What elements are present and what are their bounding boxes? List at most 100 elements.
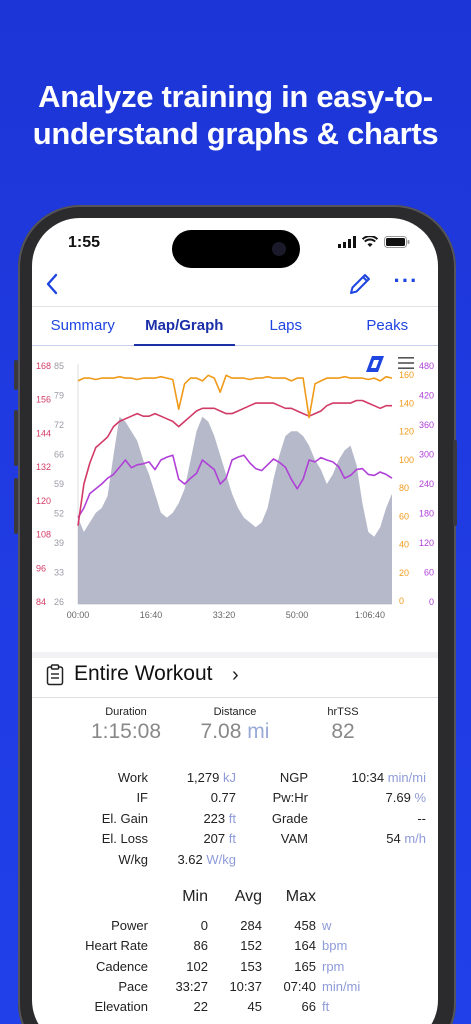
right-outer-tick-label: 240 — [419, 479, 434, 489]
metric-label: El. Gain — [101, 810, 148, 826]
row-label: Elevation — [94, 999, 148, 1015]
metric-row: Pw:Hr 7.69 % — [242, 790, 438, 810]
metric-value: 0.77 — [210, 790, 236, 806]
row-label: Cadence — [95, 958, 148, 974]
phone-button — [453, 440, 457, 526]
metric-value: 1,279 kJ — [186, 770, 236, 785]
table-row: Heart Rate 86 152 164 bpm — [32, 938, 438, 958]
metric-row: Work 1,279 kJ — [32, 770, 242, 790]
metric-value: 3.62 W/kg — [177, 851, 236, 867]
tab-map-graph[interactable]: Map/Graph — [133, 307, 236, 346]
right-outer-tick-label: 120 — [419, 538, 434, 548]
trainingpeaks-logo-icon[interactable] — [364, 354, 386, 374]
chart-canvas: 168 156 144 132 120 108 96 84 85 79 72 66 59 52 39 33 26… — [36, 361, 434, 620]
stat-label: hrTSS — [327, 706, 359, 718]
cell-min: 0 — [200, 918, 208, 933]
left-inner-tick-label: 66 — [54, 450, 64, 460]
cell-avg: 153 — [240, 958, 262, 974]
left-inner-tick-label: 79 — [54, 391, 64, 401]
edit-pencil-icon[interactable] — [346, 270, 374, 298]
metric-value: -- — [417, 810, 426, 826]
x-tick-label: 50:00 — [286, 610, 309, 620]
cadence-line — [77, 374, 393, 419]
cell-max: 165 — [294, 958, 316, 974]
right-inner-tick-label: 80 — [399, 483, 409, 493]
right-outer-tick-label: 300 — [419, 450, 434, 460]
workout-graph[interactable]: 168 156 144 132 120 108 96 84 85 79 72 66 59 52 39 33 26… — [32, 346, 438, 652]
metric-row: W/kg 3.62 W/kg — [32, 852, 242, 872]
power-line — [77, 454, 393, 519]
left-outer-tick-label: 84 — [36, 597, 46, 607]
col-header-avg: Avg — [234, 888, 262, 905]
stat-value: 7.08 mi — [200, 720, 270, 743]
right-outer-tick-label: 180 — [419, 509, 434, 519]
left-inner-tick-label: 52 — [54, 509, 64, 519]
metric-label: Work — [117, 770, 148, 785]
back-chevron-icon[interactable] — [40, 270, 68, 298]
metric-row: El. Loss 207 ft — [32, 831, 242, 851]
dynamic-island — [172, 230, 300, 268]
metric-value: 54 m/h — [386, 831, 426, 847]
x-tick-label: 1:06:40 — [355, 610, 385, 620]
metric-value: 10:34 min/mi — [351, 770, 426, 785]
tab-bar: Summary Map/Graph Laps Peaks — [32, 306, 438, 346]
section-divider — [32, 652, 438, 658]
table-row: Cadence 102 153 165 rpm — [32, 959, 438, 979]
cell-max: 66 — [301, 999, 316, 1015]
right-outer-tick-label: 360 — [419, 420, 434, 430]
cell-unit: min/mi — [322, 978, 361, 994]
left-inner-tick-label: 26 — [54, 597, 64, 607]
left-inner-tick-label: 39 — [54, 538, 64, 548]
cell-max: 07:40 — [283, 978, 316, 994]
metric-label: VAM — [280, 831, 308, 847]
cell-min: 33:27 — [175, 978, 208, 994]
left-inner-tick-label: 72 — [54, 420, 64, 430]
table-row: Power 0 284 458 w — [32, 918, 438, 938]
clipboard-icon — [46, 664, 64, 686]
phone-button — [14, 410, 18, 466]
cell-max: 164 — [294, 938, 316, 954]
status-bar: 1:55 — [32, 218, 438, 268]
row-label: Power — [111, 918, 148, 933]
metric-row: VAM 54 m/h — [242, 831, 438, 851]
left-outer-tick-label: 108 — [36, 530, 51, 540]
metric-label: El. Loss — [101, 831, 148, 847]
tab-laps[interactable]: Laps — [269, 317, 303, 334]
right-outer-tick-label: 480 — [419, 361, 434, 371]
right-inner-tick-label: 100 — [399, 455, 414, 465]
tab-summary[interactable]: Summary — [50, 317, 115, 334]
more-options-icon[interactable]: ··· — [393, 268, 419, 293]
tab-peaks[interactable]: Peaks — [366, 317, 409, 334]
summary-stats: Duration 1:15:08 Distance 7.08 mi hrTSS … — [32, 706, 438, 766]
left-outer-tick-label: 156 — [36, 395, 51, 405]
phone-button — [14, 360, 18, 390]
battery-icon — [384, 236, 410, 248]
left-inner-tick-label: 33 — [54, 568, 64, 578]
hamburger-menu-icon[interactable] — [396, 354, 416, 372]
row-label: Pace — [118, 978, 148, 994]
left-outer-tick-label: 132 — [36, 462, 51, 472]
right-inner-tick-label: 120 — [399, 427, 414, 437]
cell-min: 86 — [193, 938, 208, 954]
left-outer-tick-label: 96 — [36, 563, 46, 573]
elevation-area — [78, 416, 392, 604]
right-inner-tick-label: 140 — [399, 398, 414, 408]
right-inner-tick-label: 20 — [399, 568, 409, 578]
chevron-right-icon[interactable]: › — [232, 664, 239, 686]
right-inner-tick-label: 40 — [399, 540, 409, 550]
cell-min: 102 — [186, 958, 208, 974]
right-inner-tick-label: 160 — [399, 370, 414, 380]
x-tick-label: 00:00 — [67, 610, 90, 620]
stat-label: Duration — [105, 706, 147, 718]
metric-value: 223 ft — [203, 810, 236, 826]
heart-rate-line — [77, 399, 392, 526]
cell-avg: 284 — [240, 918, 262, 933]
metric-value: 7.69 % — [385, 790, 427, 806]
entire-workout-header[interactable]: Entire Workout › — [32, 658, 438, 698]
metric-value: 207 ft — [203, 831, 236, 847]
stat-value: 1:15:08 — [90, 720, 162, 743]
cell-unit: w — [322, 918, 332, 933]
cell-unit: bpm — [322, 938, 348, 954]
metric-label: NGP — [279, 770, 308, 785]
table-row: Pace 33:27 10:37 07:40 min/mi — [32, 979, 438, 999]
